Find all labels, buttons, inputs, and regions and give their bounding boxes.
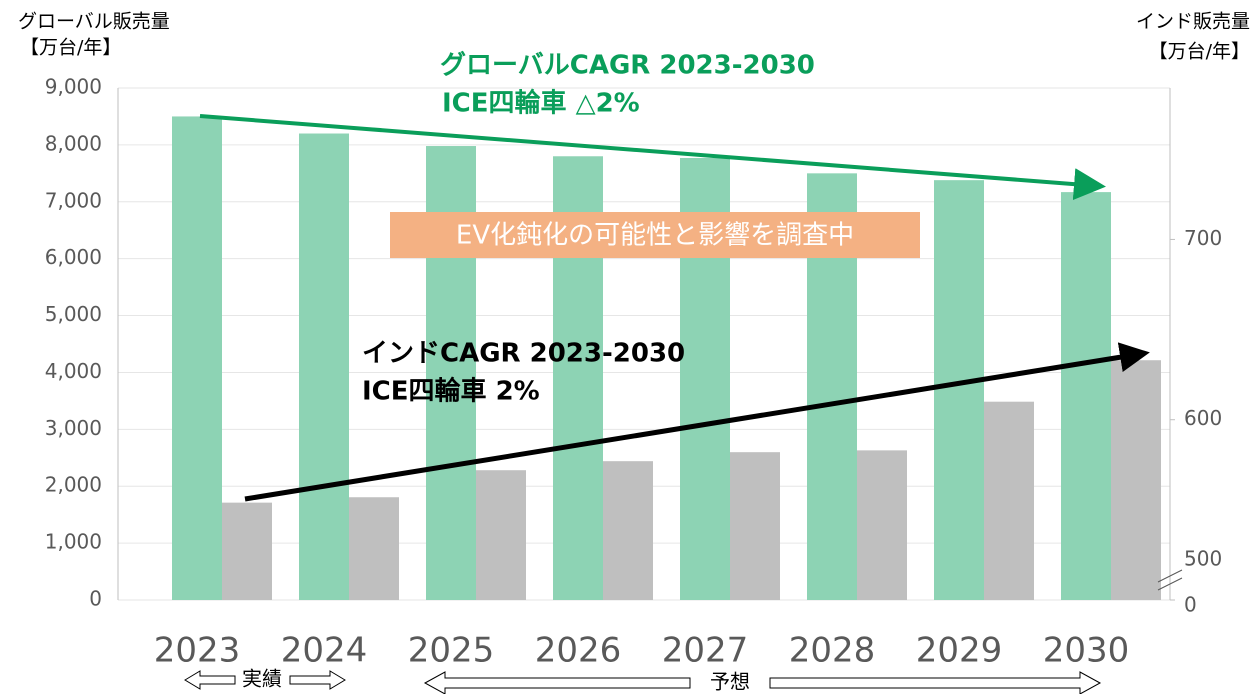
y-tick-label: 6,000 bbox=[45, 245, 102, 269]
y-tick-label: 0 bbox=[89, 587, 102, 611]
y2-tick-label: 600 bbox=[1184, 406, 1222, 430]
x-tick-label: 2025 bbox=[408, 631, 495, 671]
y-tick-label: 9,000 bbox=[45, 75, 102, 99]
annotation: グローバルCAGR 2023-2030 bbox=[440, 51, 815, 81]
y-tick-label: 7,000 bbox=[45, 188, 102, 212]
trend-arrow bbox=[244, 342, 1150, 502]
y2-tick-label: 700 bbox=[1184, 226, 1222, 250]
annotation: ICE四輪車 2% bbox=[362, 376, 540, 407]
y-tick-label: 8,000 bbox=[45, 131, 102, 155]
bar bbox=[984, 401, 1034, 600]
left-axis-title: グローバル販売量 bbox=[18, 11, 170, 33]
y2-break-label: 0 bbox=[1184, 593, 1197, 617]
y-tick-label: 4,000 bbox=[45, 359, 102, 383]
bar bbox=[349, 497, 399, 600]
note-box bbox=[390, 212, 920, 258]
bar bbox=[1061, 192, 1111, 600]
period-arrow bbox=[423, 671, 691, 694]
bar bbox=[476, 470, 526, 600]
x-tick-label: 2030 bbox=[1043, 631, 1130, 671]
right-axis-title: 【万台/年】 bbox=[1149, 41, 1250, 63]
y-tick-label: 5,000 bbox=[45, 302, 102, 326]
period-arrow bbox=[769, 671, 1102, 694]
x-tick-label: 2024 bbox=[281, 631, 368, 671]
annotation: ICE四輪車 △2% bbox=[442, 88, 640, 119]
period-label: 予想 bbox=[710, 670, 750, 694]
note: EV化鈍化の可能性と影響を調査中 bbox=[456, 221, 854, 251]
y-tick-label: 2,000 bbox=[45, 473, 102, 497]
left-axis-title: 【万台/年】 bbox=[20, 37, 121, 59]
x-tick-label: 2029 bbox=[916, 631, 1003, 671]
axis-break bbox=[1157, 577, 1183, 591]
trend-arrow bbox=[199, 114, 1106, 201]
bar bbox=[299, 133, 349, 600]
x-tick-label: 2023 bbox=[154, 631, 241, 671]
bar bbox=[857, 450, 907, 600]
bar bbox=[1111, 360, 1161, 600]
period-label: 実績 bbox=[242, 667, 282, 691]
bar bbox=[730, 452, 780, 600]
y2-tick-label: 500 bbox=[1184, 547, 1222, 571]
right-axis-title: インド販売量 bbox=[1136, 11, 1250, 33]
annotation: インドCAGR 2023-2030 bbox=[362, 339, 685, 369]
bar bbox=[934, 180, 984, 600]
y-tick-label: 1,000 bbox=[45, 530, 102, 554]
period-arrow bbox=[184, 670, 236, 690]
y-tick-label: 3,000 bbox=[45, 416, 102, 440]
period-arrow bbox=[289, 670, 346, 690]
axis-break bbox=[1157, 569, 1183, 583]
x-tick-label: 2028 bbox=[789, 631, 876, 671]
x-tick-label: 2027 bbox=[662, 631, 749, 671]
x-tick-label: 2026 bbox=[535, 631, 622, 671]
bar bbox=[172, 116, 222, 600]
bar bbox=[222, 502, 272, 600]
bar bbox=[603, 461, 653, 600]
